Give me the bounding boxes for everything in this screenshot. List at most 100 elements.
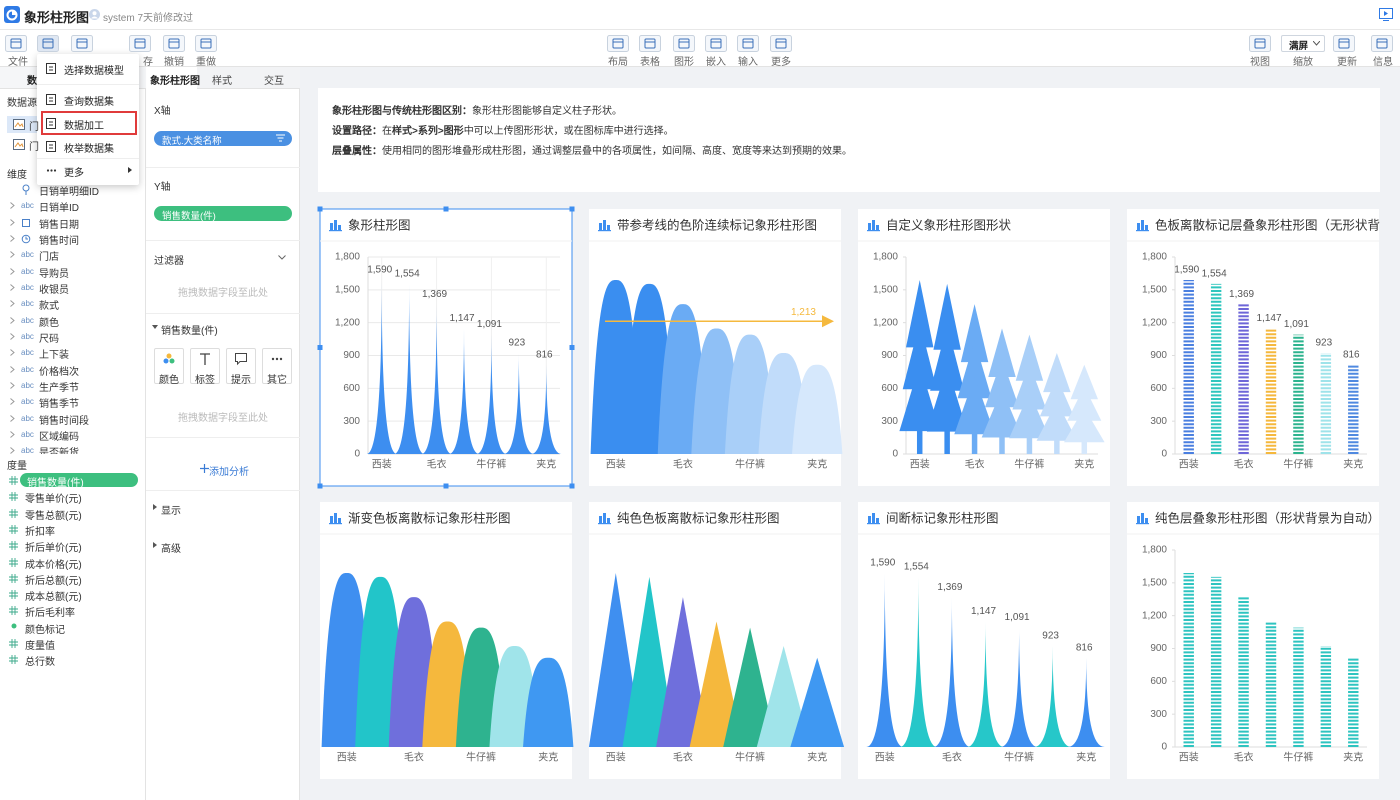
expand-chevron[interactable] <box>10 333 15 340</box>
measure-field[interactable]: 折扣率 <box>25 526 55 538</box>
resize-handle[interactable] <box>569 483 575 489</box>
menu-item[interactable]: 更多 <box>64 168 84 179</box>
measure-field[interactable]: 零售单价(元) <box>25 494 82 506</box>
expand-chevron[interactable] <box>10 398 15 406</box>
dimension-field[interactable]: 价格档次 <box>39 366 79 378</box>
resize-handle[interactable] <box>569 206 575 212</box>
config-tab[interactable]: 样式 <box>212 76 232 87</box>
chevron[interactable] <box>278 255 286 260</box>
toolbar-label[interactable]: 输入 <box>738 57 758 68</box>
measure-field[interactable]: 度量值 <box>25 641 55 652</box>
dimension-field[interactable]: 款式 <box>39 301 59 313</box>
expand-chevron[interactable] <box>10 414 15 422</box>
expand-chevron[interactable] <box>10 235 15 242</box>
dimension-field[interactable]: 上下装 <box>39 350 69 362</box>
expand-chevron[interactable] <box>10 349 15 357</box>
zoom-select[interactable] <box>1281 35 1325 52</box>
resize-handle[interactable] <box>317 345 323 350</box>
mark-button[interactable] <box>226 348 256 384</box>
measure-field[interactable]: 成本总额(元) <box>25 592 82 604</box>
measure-field[interactable]: 总行数 <box>25 657 55 669</box>
toolbar-button[interactable] <box>129 35 151 52</box>
add-analysis[interactable]: 添加分析 <box>209 467 249 478</box>
expand-chevron[interactable] <box>10 316 15 324</box>
expand-chevron[interactable] <box>10 300 15 308</box>
dimension-field[interactable]: 区域编码 <box>39 431 79 443</box>
chart-card[interactable] <box>1127 502 1379 779</box>
dimension-field[interactable]: 日销单ID <box>39 203 79 215</box>
dimension-field[interactable]: 生产季节 <box>39 382 79 394</box>
toolbar-button[interactable] <box>37 35 59 52</box>
toolbar-button[interactable] <box>195 35 217 52</box>
dimension-field[interactable]: 颜色 <box>39 317 59 329</box>
config-tab[interactable]: 象形柱形图 <box>150 76 200 87</box>
expand-chevron[interactable] <box>10 431 15 438</box>
dimension-field[interactable]: 门店 <box>39 252 59 264</box>
measure-field[interactable]: 零售总额(元) <box>25 510 82 522</box>
menu-item[interactable]: 数据加工 <box>64 121 104 132</box>
measure-field[interactable]: 颜色标记 <box>25 624 65 636</box>
expand-chevron[interactable] <box>10 447 15 454</box>
chart-card[interactable] <box>1127 209 1379 486</box>
expand-chevron[interactable] <box>10 284 15 291</box>
dimension-field[interactable]: 销售时间段 <box>39 415 89 427</box>
dimension-field[interactable]: 销售时间 <box>39 235 79 247</box>
config-tab[interactable]: 交互 <box>264 76 284 87</box>
chevron[interactable] <box>153 504 157 510</box>
chevron[interactable] <box>153 542 157 548</box>
resize-handle[interactable] <box>443 483 449 489</box>
expand-chevron[interactable] <box>10 202 15 210</box>
toolbar-button[interactable] <box>607 35 629 52</box>
resize-handle[interactable] <box>317 206 323 212</box>
toolbar-button[interactable] <box>737 35 759 52</box>
mark-button[interactable] <box>262 348 292 384</box>
toolbar-button[interactable] <box>1333 35 1355 52</box>
present-button[interactable] <box>1379 8 1393 21</box>
chart-card[interactable] <box>319 208 573 487</box>
section-title[interactable]: 高级 <box>161 544 181 555</box>
measure-field[interactable]: 折后单价(元) <box>25 543 82 555</box>
toolbar-button[interactable] <box>1371 35 1393 52</box>
toolbar-label[interactable]: 嵌入 <box>706 57 726 68</box>
measure-field[interactable]: 成本价格(元) <box>25 559 82 571</box>
toolbar-label[interactable]: 表格 <box>640 57 660 68</box>
dimension-field[interactable]: 收银员 <box>39 284 69 296</box>
y-field-pill[interactable] <box>154 206 292 221</box>
x-field-pill[interactable] <box>154 131 292 146</box>
panel-tab[interactable]: 数 <box>27 76 37 87</box>
toolbar-button[interactable] <box>770 35 792 52</box>
dimension-field[interactable]: 销售季节 <box>39 399 79 411</box>
sort-icon[interactable] <box>276 134 285 142</box>
toolbar-button[interactable] <box>71 35 93 52</box>
menu-item[interactable]: 查询数据集 <box>64 97 114 108</box>
resize-handle[interactable] <box>569 345 575 350</box>
dimension-field[interactable]: 尺码 <box>39 333 59 345</box>
toolbar-label[interactable]: 布局 <box>608 57 628 68</box>
expand-chevron[interactable] <box>10 218 15 226</box>
toolbar-button[interactable] <box>1249 35 1271 52</box>
toolbar-button[interactable] <box>639 35 661 52</box>
dimension-field[interactable]: 是否新货 <box>39 448 79 454</box>
expand-chevron[interactable] <box>10 251 15 259</box>
measure-field[interactable]: 销售数量(件) <box>27 478 84 489</box>
section-title[interactable]: 显示 <box>161 506 181 517</box>
resize-handle[interactable] <box>317 483 323 489</box>
expand-chevron[interactable] <box>10 365 15 373</box>
source-name[interactable]: 门 <box>29 122 39 133</box>
dimension-field[interactable]: 日销单明细ID <box>39 187 99 198</box>
chevron[interactable] <box>152 325 158 329</box>
source-name[interactable]: 门 <box>29 142 39 153</box>
menu-item[interactable]: 枚举数据集 <box>64 144 114 155</box>
expand-chevron[interactable] <box>10 267 15 275</box>
toolbar-label[interactable]: 图形 <box>674 57 694 68</box>
toolbar-button[interactable] <box>5 35 27 52</box>
measure-field[interactable]: 折后总额(元) <box>25 575 82 587</box>
toolbar-button[interactable] <box>673 35 695 52</box>
menu-item[interactable]: 选择数据模型 <box>64 66 124 77</box>
toolbar-label[interactable]: 更多 <box>771 57 791 68</box>
toolbar-button[interactable] <box>163 35 185 52</box>
dimension-field[interactable]: 导购员 <box>39 268 69 280</box>
toolbar-button[interactable] <box>705 35 727 52</box>
measure-field[interactable]: 折后毛利率 <box>25 608 75 620</box>
resize-handle[interactable] <box>443 206 449 212</box>
